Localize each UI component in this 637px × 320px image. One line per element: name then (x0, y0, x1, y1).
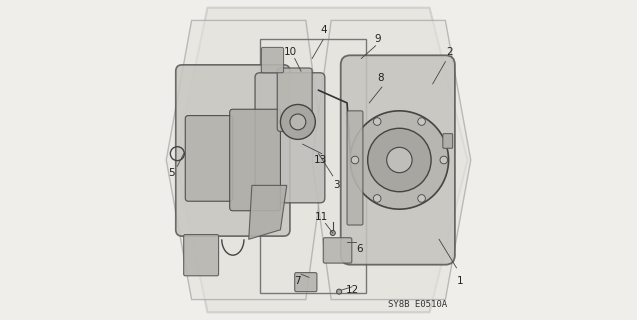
Text: 7: 7 (294, 276, 300, 285)
Circle shape (418, 118, 426, 125)
Text: 1: 1 (457, 276, 464, 285)
Text: 3: 3 (333, 180, 340, 190)
Text: 11: 11 (315, 212, 328, 222)
Text: 12: 12 (346, 285, 359, 295)
FancyBboxPatch shape (323, 238, 352, 263)
Polygon shape (166, 20, 325, 300)
FancyBboxPatch shape (277, 68, 312, 132)
FancyBboxPatch shape (185, 116, 233, 201)
Text: 9: 9 (375, 35, 382, 44)
Text: SY8B E0510A: SY8B E0510A (389, 300, 447, 309)
Polygon shape (248, 185, 287, 239)
Circle shape (387, 147, 412, 173)
Text: 6: 6 (357, 244, 363, 254)
Circle shape (440, 156, 448, 164)
FancyBboxPatch shape (261, 47, 283, 73)
FancyBboxPatch shape (176, 65, 290, 236)
FancyBboxPatch shape (347, 111, 363, 225)
Text: 8: 8 (377, 73, 383, 83)
FancyBboxPatch shape (230, 109, 280, 211)
FancyBboxPatch shape (443, 134, 453, 148)
Circle shape (280, 105, 315, 140)
Circle shape (350, 111, 448, 209)
Circle shape (373, 195, 381, 202)
Text: 13: 13 (313, 155, 327, 165)
Circle shape (336, 289, 341, 294)
Circle shape (330, 230, 335, 236)
Text: 5: 5 (169, 168, 175, 178)
Circle shape (351, 156, 359, 164)
FancyBboxPatch shape (255, 73, 325, 203)
Circle shape (373, 118, 381, 125)
Polygon shape (176, 8, 468, 312)
Text: 4: 4 (320, 25, 327, 35)
Polygon shape (312, 20, 471, 300)
FancyBboxPatch shape (295, 273, 317, 292)
FancyBboxPatch shape (341, 55, 455, 265)
Text: 2: 2 (446, 47, 452, 57)
FancyBboxPatch shape (183, 235, 218, 276)
Text: 10: 10 (283, 47, 296, 57)
Circle shape (290, 114, 306, 130)
Circle shape (418, 195, 426, 202)
Circle shape (368, 128, 431, 192)
